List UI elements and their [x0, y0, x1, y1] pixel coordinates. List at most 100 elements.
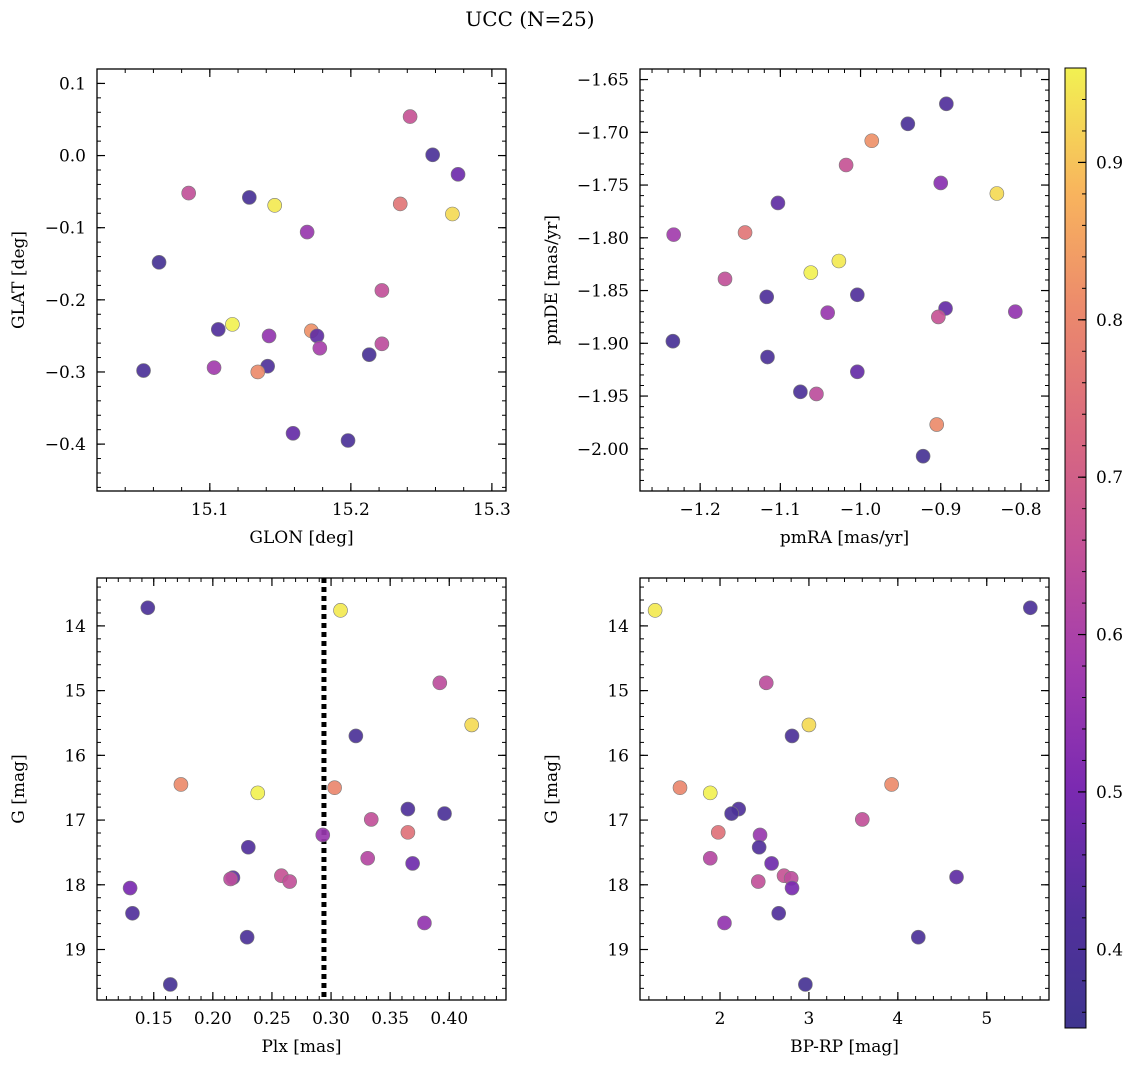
y-axis-label: G [mag]: [542, 754, 562, 823]
y-tick-label: 14: [64, 617, 86, 637]
y-tick-label: 0.0: [59, 147, 86, 167]
scatter-point: [831, 253, 847, 269]
scatter-point: [864, 133, 880, 149]
scatter-point: [267, 198, 283, 213]
scatter-point: [989, 186, 1005, 201]
x-tick-label: 15.1: [191, 500, 229, 520]
y-tick-label: −1.70: [577, 123, 629, 143]
x-tick-label: 4: [892, 1009, 903, 1029]
scatter-point: [360, 850, 375, 866]
scatter-point: [820, 305, 835, 321]
colorbar-tick-label: 0.9: [1096, 153, 1123, 173]
scatter-point: [929, 417, 945, 432]
scatter-point: [309, 328, 325, 344]
y-tick-label: 18: [607, 876, 629, 896]
scatter-point: [363, 812, 379, 827]
scatter-point: [282, 874, 297, 889]
scatter-point: [125, 905, 140, 921]
scatter-point: [801, 717, 817, 733]
x-tick-label: −1.2: [680, 500, 721, 520]
x-tick-label: 15.3: [473, 500, 511, 520]
scatter-point: [374, 336, 390, 352]
y-tick-label: −1.75: [577, 176, 629, 196]
scatter-point: [793, 384, 808, 400]
x-tick-label: 0.25: [253, 1009, 291, 1029]
x-axis-label: GLON [deg]: [249, 528, 353, 548]
y-tick-label: −0.1: [45, 219, 86, 239]
scatter-point: [666, 227, 681, 242]
scatter-point: [758, 675, 774, 691]
y-tick-label: −0.3: [45, 363, 86, 383]
panel-glon-glat: 15.1 15.2 15.3 0.1 0.0 −0.1 −0.2 −0.3 −0.4 GLON […: [9, 68, 511, 548]
scatter-point: [717, 271, 733, 287]
x-tick-label: −0.8: [1000, 500, 1041, 520]
x-tick-label: 5: [981, 1009, 992, 1029]
scatter-point: [1023, 600, 1038, 616]
scatter-point: [850, 287, 865, 303]
scatter-point: [315, 827, 331, 843]
x-tick-label: −1.1: [760, 500, 801, 520]
y-tick-label: −1.90: [577, 334, 629, 354]
x-axis-label: pmRA [mas/yr]: [780, 528, 909, 548]
scatter-point: [225, 317, 240, 332]
scatter-point: [939, 96, 954, 112]
y-tick-label: 15: [607, 682, 629, 702]
scatter-point: [771, 905, 787, 921]
scatter-point: [752, 827, 768, 843]
scatter-point: [764, 856, 779, 871]
x-tick-label: 0.30: [312, 1009, 350, 1029]
y-tick-label: −1.85: [577, 282, 629, 302]
scatter-point: [850, 364, 865, 380]
scatter-point: [374, 283, 390, 298]
y-tick-label: −1.80: [577, 229, 629, 249]
y-tick-label: 16: [607, 746, 629, 766]
x-axis-label: BP-RP [mag]: [790, 1037, 899, 1057]
colorbar-tick-label: 0.8: [1096, 311, 1123, 331]
scatter-point: [250, 785, 266, 801]
scatter-point: [181, 185, 196, 201]
scatter-point: [672, 780, 688, 796]
scatter-point: [136, 363, 151, 378]
y-tick-label: 0.1: [59, 74, 86, 94]
colorbar-tick-label: 0.4: [1096, 940, 1123, 960]
scatter-point: [759, 289, 775, 305]
y-tick-label: 16: [64, 746, 86, 766]
y-tick-label: 18: [64, 876, 86, 896]
scatter-point: [223, 871, 238, 887]
scatter-point: [250, 364, 266, 380]
axis-ticks: [97, 578, 506, 1000]
scatter-point: [647, 603, 663, 618]
scatter-point: [784, 880, 800, 896]
colorbar-gradient: [1064, 67, 1087, 1029]
x-tick-label: 0.40: [430, 1009, 468, 1029]
scatter-point: [239, 929, 255, 945]
scatter-point: [798, 977, 813, 992]
scatter-point: [400, 801, 416, 817]
scatter-point: [750, 874, 766, 889]
scatter-point: [361, 347, 377, 362]
y-tick-label: 17: [607, 811, 629, 831]
scatter-point: [450, 167, 466, 182]
scatter-point: [261, 328, 277, 344]
scatter-point: [432, 675, 448, 691]
scatter-point: [838, 157, 854, 173]
scatter-point: [312, 340, 328, 356]
scatter-point: [737, 225, 753, 240]
scatter-point: [702, 785, 718, 801]
scatter-point: [162, 977, 178, 992]
x-tick-label: 15.2: [332, 500, 370, 520]
y-axis-label: G [mag]: [9, 754, 29, 823]
x-tick-label: 3: [804, 1009, 815, 1029]
x-axis-label: Plx [mas]: [261, 1037, 341, 1057]
colorbar-tick-label: 0.5: [1096, 783, 1123, 803]
y-tick-label: 15: [64, 682, 86, 702]
scatter-point: [402, 109, 418, 124]
x-tick-label: 0.35: [371, 1009, 409, 1029]
scatter-point: [910, 929, 926, 945]
y-tick-label: 14: [607, 617, 629, 637]
y-axis-label: pmDE [mas/yr]: [542, 215, 562, 345]
x-tick-label: −1.0: [840, 500, 881, 520]
scatter-point: [784, 728, 800, 744]
scatter-point: [299, 224, 315, 240]
